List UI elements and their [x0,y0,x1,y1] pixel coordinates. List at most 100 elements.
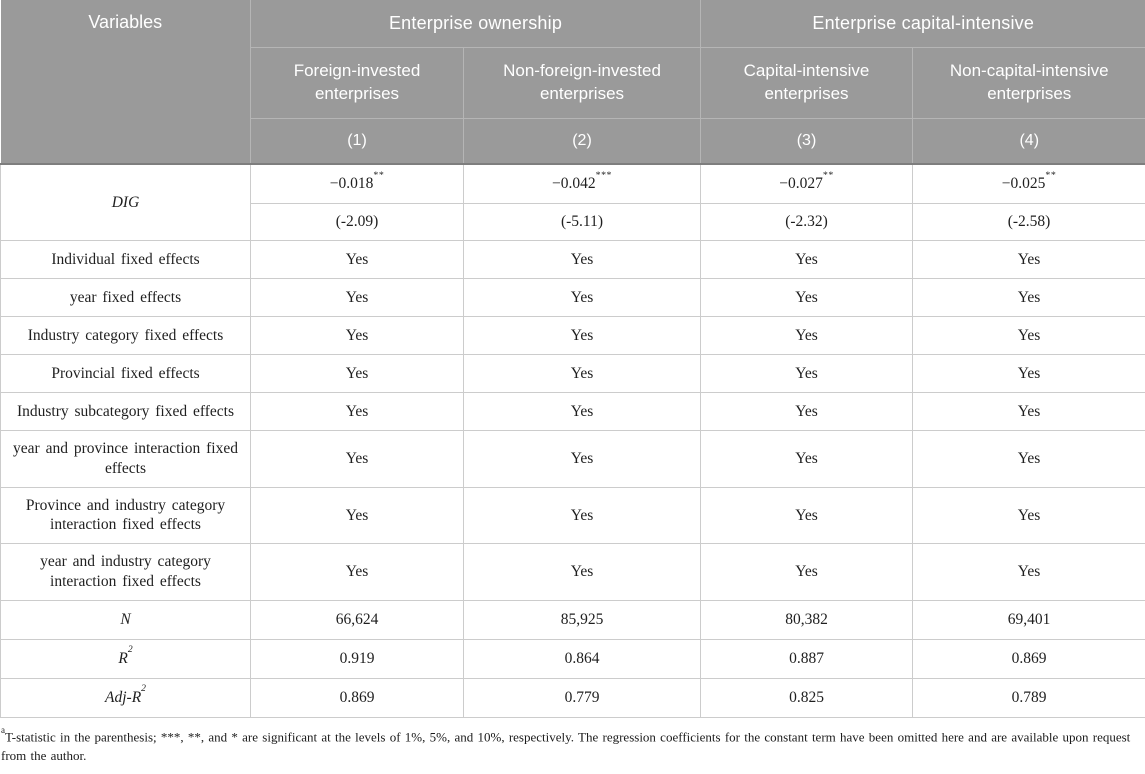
row-label: Industry subcategory fixed effects [0,392,251,431]
stat-value: 0.789 [912,677,1145,718]
significance-stars: ** [373,169,385,181]
header-number-row: (1) (2) (3) (4) [1,117,1145,165]
fe-value: Yes [700,278,913,317]
header-col-number-2: (2) [463,117,701,165]
stat-value: 0.869 [912,638,1145,679]
significance-stars: ** [822,169,834,181]
stat-label: R [118,650,128,668]
fe-value: Yes [463,486,701,545]
fe-value: Yes [463,354,701,393]
row-label: year fixed effects [0,278,251,317]
stat-value: 80,382 [700,599,913,640]
row-label-r-squared: R2 [0,638,251,679]
fe-value: Yes [912,240,1145,279]
fe-value: Yes [912,430,1145,488]
header-column-row: Foreign-invested enterprises Non-foreign… [1,46,1145,119]
fixed-effects-row-province-industry-interaction: Province and industry category interacti… [0,486,1145,545]
fe-value: Yes [912,354,1145,393]
fe-value: Yes [250,354,464,393]
fe-value: Yes [912,486,1145,545]
table-footnote: aT-statistic in the parenthesis; ***, **… [0,718,1145,765]
fe-value: Yes [463,316,701,355]
fixed-effects-row-individual: Individual fixed effects Yes Yes Yes Yes [0,240,1145,279]
header-col-non-foreign-invested: Non-foreign-invested enterprises [463,46,701,119]
fe-value: Yes [463,278,701,317]
fe-value: Yes [912,316,1145,355]
fe-value: Yes [700,354,913,393]
header-col-capital-intensive: Capital-intensive enterprises [700,46,913,119]
fe-value: Yes [250,316,464,355]
coef-value: −0.042 [552,175,596,193]
header-variables: Variables [0,0,251,165]
header-col-number-1: (1) [250,117,464,165]
fe-value: Yes [250,240,464,279]
header-group-enterprise-capital-intensive: Enterprise capital-intensive [700,0,1145,48]
header-group-row: Variables Enterprise ownership Enterpris… [0,0,1145,165]
fe-value: Yes [912,543,1145,601]
fe-value: Yes [700,392,913,431]
fe-value: Yes [700,486,913,545]
footnote-marker: a [1,724,5,735]
significance-stars: ** [1045,169,1057,181]
dig-tstat-col4: (-2.58) [912,203,1145,241]
dig-coef-col2: −0.042*** [463,163,701,204]
fe-value: Yes [250,430,464,488]
stat-value: 66,624 [250,599,464,640]
dig-coef-col3: −0.027** [700,163,913,204]
row-label-adj-r-squared: Adj-R2 [0,677,251,718]
fe-value: Yes [912,278,1145,317]
stat-label: N [120,611,131,629]
fe-value: Yes [700,430,913,488]
stat-value: 0.825 [700,677,913,718]
stat-value: 0.887 [700,638,913,679]
stat-value: 0.869 [250,677,464,718]
fixed-effects-row-year-province-interaction: year and province interaction fixed effe… [0,430,1145,488]
stat-row-r-squared: R2 0.919 0.864 0.887 0.869 [0,638,1145,679]
stat-value: 85,925 [463,599,701,640]
coef-value: −0.027 [779,175,823,193]
fixed-effects-row-year: year fixed effects Yes Yes Yes Yes [0,278,1145,317]
fe-value: Yes [700,240,913,279]
fixed-effects-row-industry-subcategory: Industry subcategory fixed effects Yes Y… [0,392,1145,431]
fe-value: Yes [463,392,701,431]
dig-tstat-col3: (-2.32) [700,203,913,241]
coef-value: −0.025 [1001,175,1046,193]
stat-value: 0.919 [250,638,464,679]
row-label: Provincial fixed effects [0,354,251,393]
fe-value: Yes [700,543,913,601]
row-label-n: N [0,599,251,640]
row-label: Individual fixed effects [0,240,251,279]
fe-value: Yes [912,392,1145,431]
regression-table: Variables Enterprise ownership Enterpris… [0,0,1145,718]
fe-value: Yes [463,240,701,279]
fe-value: Yes [463,430,701,488]
row-label: Industry category fixed effects [0,316,251,355]
stat-label: Adj-R [105,689,142,707]
header-col-number-3: (3) [700,117,913,165]
fe-value: Yes [463,543,701,601]
fixed-effects-row-year-industry-interaction: year and industry category interaction f… [0,543,1145,601]
stat-row-n: N 66,624 85,925 80,382 69,401 [0,599,1145,640]
row-label: year and industry category interaction f… [0,543,251,601]
table-body: DIG −0.018** −0.042*** −0.027** −0.025**… [0,163,1145,718]
stat-label-superscript: 2 [141,683,146,695]
fe-value: Yes [250,392,464,431]
dig-coef-col4: −0.025** [912,163,1145,204]
fe-value: Yes [250,278,464,317]
dig-coef-col1: −0.018** [250,163,464,204]
stat-label-superscript: 2 [127,644,133,656]
coef-value: −0.018 [329,175,374,193]
footnote-text: T-statistic in the parenthesis; ***, **,… [1,729,1131,764]
stat-value: 0.779 [463,677,701,718]
fe-value: Yes [250,486,464,545]
header-col-non-capital-intensive: Non-capital-intensive enterprises [912,46,1145,119]
fe-value: Yes [250,543,464,601]
dig-tstat-col2: (-5.11) [463,203,701,241]
stat-value: 0.864 [463,638,701,679]
fixed-effects-row-provincial: Provincial fixed effects Yes Yes Yes Yes [0,354,1145,393]
significance-stars: *** [595,169,612,181]
row-label: year and province interaction fixed effe… [0,430,251,488]
header-group-enterprise-ownership: Enterprise ownership [250,0,701,48]
fe-value: Yes [700,316,913,355]
